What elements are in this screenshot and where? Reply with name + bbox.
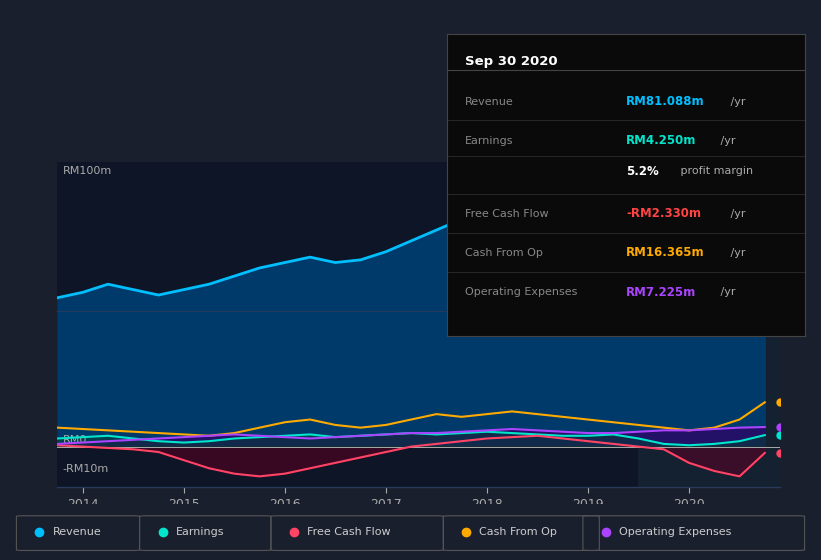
- Text: /yr: /yr: [717, 287, 736, 297]
- Text: RM7.225m: RM7.225m: [626, 286, 696, 298]
- Text: RM100m: RM100m: [62, 166, 112, 176]
- Text: /yr: /yr: [717, 136, 736, 146]
- Bar: [639, 162, 780, 487]
- Text: Free Cash Flow: Free Cash Flow: [466, 208, 549, 218]
- Text: RM4.250m: RM4.250m: [626, 134, 696, 147]
- Text: RM0: RM0: [62, 435, 87, 445]
- Text: -RM10m: -RM10m: [62, 464, 108, 474]
- Text: -RM2.330m: -RM2.330m: [626, 207, 701, 220]
- Text: profit margin: profit margin: [677, 166, 753, 176]
- Text: Revenue: Revenue: [53, 527, 101, 537]
- Text: /yr: /yr: [727, 208, 745, 218]
- Text: RM81.088m: RM81.088m: [626, 95, 704, 108]
- Text: RM16.365m: RM16.365m: [626, 246, 704, 259]
- Text: Free Cash Flow: Free Cash Flow: [307, 527, 391, 537]
- Text: 5.2%: 5.2%: [626, 165, 658, 178]
- Text: Operating Expenses: Operating Expenses: [619, 527, 732, 537]
- Text: /yr: /yr: [727, 248, 745, 258]
- Text: Operating Expenses: Operating Expenses: [466, 287, 578, 297]
- Text: Earnings: Earnings: [466, 136, 514, 146]
- Text: Revenue: Revenue: [466, 97, 514, 106]
- Text: Sep 30 2020: Sep 30 2020: [466, 55, 558, 68]
- Text: /yr: /yr: [727, 97, 745, 106]
- Text: Cash From Op: Cash From Op: [479, 527, 557, 537]
- Text: Cash From Op: Cash From Op: [466, 248, 544, 258]
- Text: Earnings: Earnings: [176, 527, 224, 537]
